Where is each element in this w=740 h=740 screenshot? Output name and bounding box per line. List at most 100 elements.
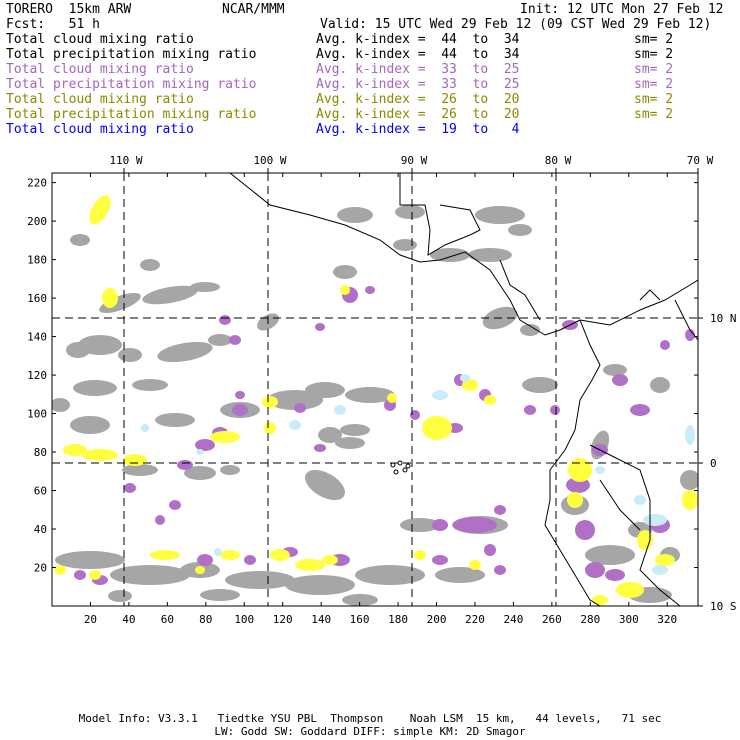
cloud-gray xyxy=(318,427,342,443)
y-tick-label: 100 xyxy=(27,408,47,421)
cloud-yellow xyxy=(387,393,397,403)
cloud-cyan xyxy=(643,514,667,526)
x-tick-label: 320 xyxy=(657,613,677,626)
cloud-cyan xyxy=(334,405,346,415)
cloud-purple xyxy=(494,505,506,515)
cloud-purple xyxy=(315,323,325,331)
legend-kindex: Avg. k-index = 19 to 4 xyxy=(316,122,520,137)
cloud-purple xyxy=(229,335,241,345)
cloud-gray xyxy=(340,424,370,436)
cloud-gray xyxy=(522,377,558,393)
cloud-purple xyxy=(432,519,448,531)
coastlines xyxy=(229,173,698,606)
cloud-gray xyxy=(342,594,378,606)
cloud-gray xyxy=(70,234,90,246)
coastline xyxy=(589,444,681,606)
cloud-gray xyxy=(475,206,525,224)
x-tick-label: 280 xyxy=(580,613,600,626)
cloud-gray xyxy=(435,567,485,583)
cloud-yellow xyxy=(469,560,481,570)
y-tick-label: 200 xyxy=(27,215,47,228)
map-frame xyxy=(51,172,699,607)
x-tick-label: 160 xyxy=(350,613,370,626)
cloud-purple xyxy=(585,562,605,578)
cloud-yellow xyxy=(195,566,205,574)
cloud-yellow xyxy=(89,195,111,225)
cloud-purple xyxy=(550,405,560,415)
cloud-yellow xyxy=(54,565,66,575)
y-tick-label: 60 xyxy=(34,485,47,498)
cloud-yellow xyxy=(462,379,478,391)
galapagos-island xyxy=(402,467,408,473)
x-tick-label: 260 xyxy=(542,613,562,626)
legend-field: Total cloud mixing ratio xyxy=(6,32,194,47)
legend-field: Total cloud mixing ratio xyxy=(6,62,194,77)
cloud-gray xyxy=(225,571,295,589)
coastline xyxy=(599,479,641,531)
x-tick-label: 180 xyxy=(388,613,408,626)
cloud-gray xyxy=(430,248,470,262)
cloud-gray xyxy=(155,413,195,427)
cloud-yellow xyxy=(422,416,452,440)
cloud-gray xyxy=(99,293,141,313)
cloud-yellow xyxy=(340,285,350,295)
legend-smoothing: sm= 2 xyxy=(634,92,674,107)
axis-labels: 20 40 60 80 100 120 140 160 180 200 220 240 260 280 30… xyxy=(27,154,736,626)
legend-field: Total precipitation mixing ratio xyxy=(6,77,257,92)
valid-time: Valid: 15 UTC Wed 29 Feb 12 (09 CST Wed … xyxy=(320,17,712,32)
lon-label: 110 W xyxy=(109,154,142,167)
cloud-yellow xyxy=(295,559,325,571)
cloud-gray xyxy=(468,248,512,262)
x-tick-label: 140 xyxy=(311,613,331,626)
legend-smoothing: sm= 2 xyxy=(634,107,674,122)
cloud-gray xyxy=(73,380,117,396)
cloud-purple xyxy=(124,483,136,493)
cloud-gray xyxy=(55,551,125,569)
legend-row: Total precipitation mixing ratio Avg. k-i… xyxy=(6,47,732,62)
y-tick-label: 180 xyxy=(27,254,47,267)
cloud-yellow xyxy=(82,449,118,461)
cloud-gray xyxy=(66,342,90,358)
cloud-gray xyxy=(132,379,168,391)
cloud-yellow xyxy=(567,492,583,508)
y-tick-label: 20 xyxy=(34,562,47,575)
cloud-gray xyxy=(355,565,425,585)
legend-field: Total cloud mixing ratio xyxy=(6,122,194,137)
cloud-purple xyxy=(232,404,248,416)
x-tick-label: 60 xyxy=(161,613,174,626)
legend-kindex: Avg. k-index = 26 to 20 xyxy=(316,107,520,122)
y-tick-label: 120 xyxy=(27,369,47,382)
cloud-gray xyxy=(305,469,345,501)
axis-ticks xyxy=(52,168,703,607)
cloud-purple xyxy=(605,569,625,581)
x-tick-label: 220 xyxy=(465,613,485,626)
cloud-gray xyxy=(603,364,627,376)
y-tick-label: 140 xyxy=(27,331,47,344)
coastline xyxy=(439,204,481,236)
lat-label: 10 N xyxy=(710,312,737,325)
cloud-purple xyxy=(314,444,326,452)
cloud-yellow xyxy=(210,431,240,443)
cloud-gray xyxy=(200,589,240,601)
cloud-gray xyxy=(508,224,532,236)
cloud-gray xyxy=(70,416,110,434)
cloud-yellow xyxy=(322,555,338,565)
cloud-gray xyxy=(110,565,190,585)
cloud-cyan xyxy=(214,548,222,556)
legend-kindex: Avg. k-index = 44 to 34 xyxy=(316,32,520,47)
x-tick-label: 40 xyxy=(122,613,135,626)
cloud-yellow xyxy=(89,570,101,580)
coastline xyxy=(544,319,601,606)
cloud-cyan xyxy=(196,449,204,455)
y-tick-label: 220 xyxy=(27,177,47,190)
lon-label: 70 W xyxy=(687,154,714,167)
cloud-purple xyxy=(453,517,497,533)
legend-field: Total cloud mixing ratio xyxy=(6,92,194,107)
cloud-gray xyxy=(305,382,345,398)
cloud-purple xyxy=(524,405,536,415)
x-tick-label: 200 xyxy=(427,613,447,626)
legend-kindex: Avg. k-index = 33 to 25 xyxy=(316,77,520,92)
center-label: NCAR/MMM xyxy=(222,2,285,17)
lat-label: 0 xyxy=(710,457,717,470)
cloud-purple xyxy=(685,329,695,341)
